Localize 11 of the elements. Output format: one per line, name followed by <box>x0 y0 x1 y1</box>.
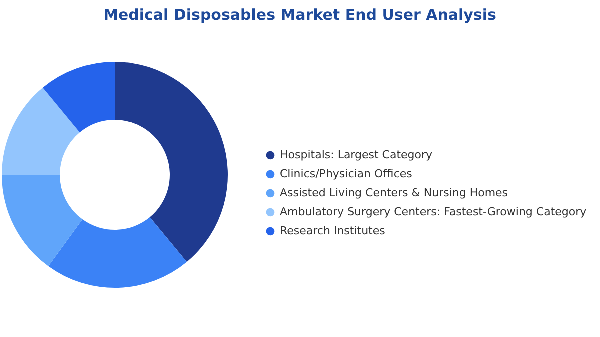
legend-label: Ambulatory Surgery Centers: Fastest-Growing Category <box>280 206 588 218</box>
legend-label: Hospitals: Largest Category <box>280 148 434 162</box>
legend-label: Clinics/Physician Offices <box>280 168 413 180</box>
donut-slice <box>2 175 83 266</box>
donut-slice <box>48 217 188 288</box>
donut-slice <box>42 62 115 133</box>
chart-title: Medical Disposables Market End User Analysis <box>102 5 498 26</box>
legend-label: Research Institutes <box>280 224 386 238</box>
legend-label: Assisted Living Centers & Nursing Homes <box>280 186 508 200</box>
donut-slice <box>2 88 80 175</box>
donut-slice <box>115 62 228 262</box>
